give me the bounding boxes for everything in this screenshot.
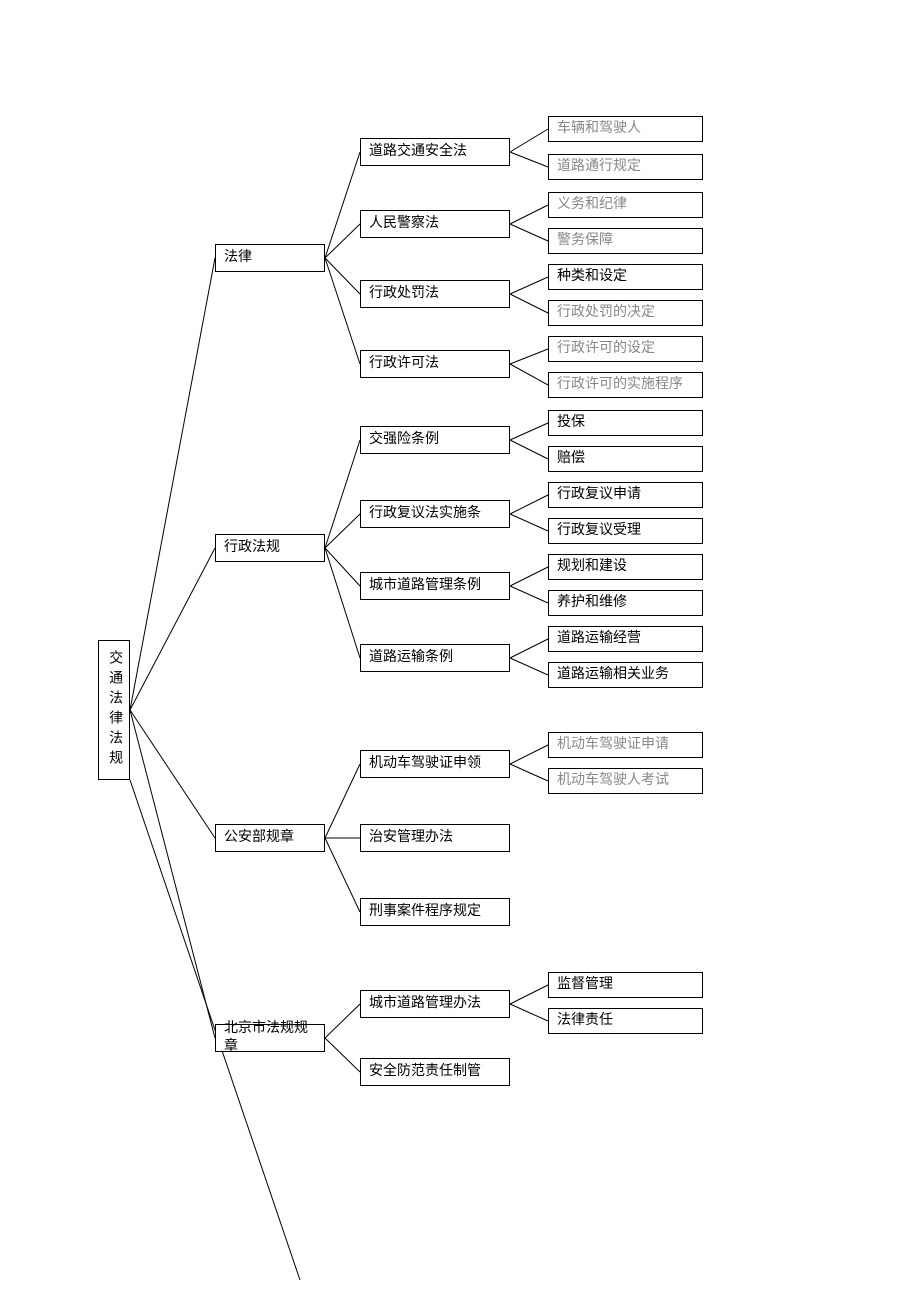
tree-node-label: 赔偿 [557, 450, 585, 468]
tree-node-label: 行政许可的实施程序 [557, 376, 683, 394]
tree-node-n_pub: 公安部规章 [215, 824, 325, 852]
tree-node-root: 交通法律法规 [98, 640, 130, 780]
tree-node-label: 养护和维修 [557, 594, 627, 612]
tree-node-label: 行政复议受理 [557, 522, 641, 540]
tree-node-label: 城市道路管理办法 [369, 995, 481, 1013]
tree-node-l4b: 行政许可的实施程序 [548, 372, 703, 398]
tree-node-label: 道路运输相关业务 [557, 666, 669, 684]
tree-node-label: 公安部规章 [224, 829, 294, 847]
tree-node-p3: 刑事案件程序规定 [360, 898, 510, 926]
tree-node-l2: 人民警察法 [360, 210, 510, 238]
tree-node-n_law: 法律 [215, 244, 325, 272]
tree-node-label: 安全防范责任制管 [369, 1063, 481, 1081]
tree-node-label: 机动车驾驶证申领 [369, 755, 481, 773]
tree-node-label: 种类和设定 [557, 268, 627, 286]
tree-node-a3b: 养护和维修 [548, 590, 703, 616]
tree-node-a1b: 赔偿 [548, 446, 703, 472]
tree-node-a2: 行政复议法实施条 [360, 500, 510, 528]
tree-node-a4a: 道路运输经营 [548, 626, 703, 652]
tree-node-label: 行政处罚的决定 [557, 304, 655, 322]
tree-node-label: 道路运输经营 [557, 630, 641, 648]
tree-node-label: 投保 [557, 414, 585, 432]
tree-node-label: 刑事案件程序规定 [369, 903, 481, 921]
tree-node-a3a: 规划和建设 [548, 554, 703, 580]
tree-node-label: 机动车驾驶人考试 [557, 772, 669, 790]
tree-node-label: 交强险条例 [369, 431, 439, 449]
tree-node-l3a: 种类和设定 [548, 264, 703, 290]
tree-node-b2: 安全防范责任制管 [360, 1058, 510, 1086]
tree-node-n_admin: 行政法规 [215, 534, 325, 562]
tree-node-l1a: 车辆和驾驶人 [548, 116, 703, 142]
tree-node-label: 人民警察法 [369, 215, 439, 233]
tree-node-p1: 机动车驾驶证申领 [360, 750, 510, 778]
tree-node-label: 法律 [224, 249, 252, 267]
tree-node-b1b: 法律责任 [548, 1008, 703, 1034]
tree-node-l1: 道路交通安全法 [360, 138, 510, 166]
tree-node-a4: 道路运输条例 [360, 644, 510, 672]
tree-node-label: 规划和建设 [557, 558, 627, 576]
tree-node-label: 行政复议申请 [557, 486, 641, 504]
tree-node-label: 车辆和驾驶人 [557, 120, 641, 138]
tree-node-l2a: 义务和纪律 [548, 192, 703, 218]
tree-node-label: 城市道路管理条例 [369, 577, 481, 595]
tree-node-a2a: 行政复议申请 [548, 482, 703, 508]
tree-node-n_bj: 北京市法规规章 [215, 1024, 325, 1052]
tree-node-l3: 行政处罚法 [360, 280, 510, 308]
tree-node-label: 行政许可法 [369, 355, 439, 373]
tree-node-label: 交通法律法规 [105, 650, 123, 770]
tree-node-l1b: 道路通行规定 [548, 154, 703, 180]
tree-node-l2b: 警务保障 [548, 228, 703, 254]
tree-node-b1: 城市道路管理办法 [360, 990, 510, 1018]
tree-node-label: 行政许可的设定 [557, 340, 655, 358]
tree-node-label: 行政复议法实施条 [369, 505, 481, 523]
tree-node-p1b: 机动车驾驶人考试 [548, 768, 703, 794]
tree-node-label: 道路交通安全法 [369, 143, 467, 161]
tree-node-a1a: 投保 [548, 410, 703, 436]
tree-node-l4: 行政许可法 [360, 350, 510, 378]
tree-node-label: 行政法规 [224, 539, 280, 557]
tree-node-label: 警务保障 [557, 232, 613, 250]
tree-node-label: 监督管理 [557, 976, 613, 994]
tree-node-label: 机动车驾驶证申请 [557, 736, 669, 754]
tree-node-a3: 城市道路管理条例 [360, 572, 510, 600]
tree-node-b1a: 监督管理 [548, 972, 703, 998]
tree-node-label: 法律责任 [557, 1012, 613, 1030]
tree-node-label: 行政处罚法 [369, 285, 439, 303]
tree-node-label: 义务和纪律 [557, 196, 627, 214]
tree-node-label: 道路运输条例 [369, 649, 453, 667]
tree-node-p2: 治安管理办法 [360, 824, 510, 852]
tree-node-l3b: 行政处罚的决定 [548, 300, 703, 326]
tree-node-p1a: 机动车驾驶证申请 [548, 732, 703, 758]
tree-node-label: 北京市法规规章 [224, 1020, 316, 1056]
tree-node-l4a: 行政许可的设定 [548, 336, 703, 362]
tree-node-label: 道路通行规定 [557, 158, 641, 176]
tree-node-a1: 交强险条例 [360, 426, 510, 454]
tree-node-a2b: 行政复议受理 [548, 518, 703, 544]
tree-node-label: 治安管理办法 [369, 829, 453, 847]
tree-node-a4b: 道路运输相关业务 [548, 662, 703, 688]
